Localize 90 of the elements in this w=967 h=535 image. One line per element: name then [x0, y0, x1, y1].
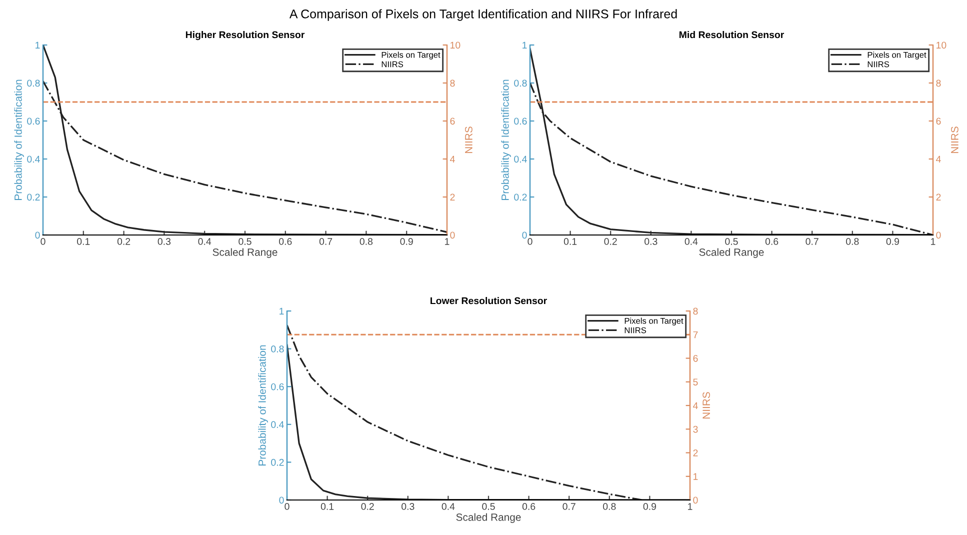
y-tick-label: 0	[522, 232, 527, 239]
x-tick-label: 1	[931, 238, 936, 245]
y-tick-label: 1	[280, 308, 284, 315]
y2-tick-label: 8	[450, 80, 455, 87]
y2-tick-label: 8	[693, 308, 698, 315]
y2-tick-label: 4	[936, 156, 941, 163]
x-tick-label: 0	[528, 238, 532, 245]
y2-tick-label: 2	[936, 194, 941, 201]
x-tick-label: 0.4	[198, 238, 212, 245]
y2-tick-label: 6	[693, 354, 698, 362]
legend-label: NIIRS	[624, 327, 646, 334]
y2-tick-label: 10	[936, 42, 946, 49]
x-tick-label: 1	[688, 503, 692, 510]
x-tick-label: 0.5	[238, 238, 252, 245]
y-tick-label: 0.8	[27, 80, 40, 87]
x-tick-label: 0.9	[886, 238, 899, 245]
y2-tick-label: 4	[450, 156, 455, 163]
y2-tick-label: 6	[450, 118, 455, 125]
y2-tick-label: 10	[450, 42, 460, 49]
legend-label: Pixels on Target	[868, 52, 926, 60]
x-tick-label: 0.7	[562, 503, 576, 510]
y2-tick-label: 2	[450, 194, 455, 201]
x-tick-label: 0.3	[644, 238, 658, 245]
y2-tick-label: 4	[693, 402, 698, 410]
x-tick-label: 0.6	[765, 238, 778, 245]
y2-tick-label: 0	[450, 232, 455, 239]
x-tick-label: 0.7	[806, 238, 818, 245]
line-series	[43, 45, 447, 235]
x-tick-label: 0.1	[564, 238, 577, 245]
y-tick-label: 0.4	[27, 156, 40, 163]
y-tick-label: 0.6	[514, 118, 527, 125]
text: A Comparison of Pixels on Target Identification and NIIRS For Infrared	[289, 9, 677, 21]
y2-tick-label: 5	[693, 378, 698, 386]
y-axis-title: Probability of Identification	[14, 80, 24, 200]
y-tick-label: 1	[36, 42, 40, 49]
x-tick-label: 0.2	[117, 238, 130, 245]
x-axis-title: Scaled Range	[456, 513, 521, 523]
x-tick-label: 0.9	[643, 503, 656, 510]
y2-tick-label: 8	[936, 80, 941, 87]
y-tick-label: 0.6	[27, 118, 40, 125]
x-axis-title: Scaled Range	[212, 248, 278, 258]
chart-title: Mid Resolution Sensor	[679, 31, 784, 38]
x-tick-label: 0	[40, 238, 46, 245]
y-axis-title: Probability of Identification	[258, 345, 268, 466]
y-tick-label: 0.8	[271, 346, 284, 352]
x-tick-label: 0	[284, 503, 290, 510]
y-tick-label: 0.2	[271, 458, 284, 466]
x-tick-label: 0.8	[846, 238, 859, 245]
x-tick-label: 0.4	[684, 238, 698, 245]
y-axis-title: Probability of Identification	[501, 80, 511, 200]
legend-label: NIIRS	[382, 61, 404, 68]
y-tick-label: 0.2	[514, 194, 527, 201]
legend-label: NIIRS	[868, 61, 890, 68]
y-tick-label: 0.8	[514, 80, 527, 87]
x-tick-label: 0.3	[158, 238, 171, 245]
x-tick-label: 0.1	[77, 238, 90, 245]
x-tick-label: 0.9	[400, 238, 413, 245]
y2-tick-label: 1	[694, 473, 698, 480]
y2-tick-label: 3	[693, 426, 698, 433]
x-axis-title: Scaled Range	[699, 248, 764, 258]
y2-axis-title: NIIRS	[951, 126, 958, 154]
y-tick-label: 0	[35, 232, 40, 239]
y-tick-label: 0.6	[271, 383, 284, 390]
x-tick-label: 0.1	[320, 503, 334, 510]
chart-title: Higher Resolution Sensor	[186, 31, 305, 40]
y2-tick-label: 0	[693, 496, 698, 504]
y-tick-label: 0.2	[27, 194, 40, 201]
x-tick-label: 0.8	[603, 503, 616, 510]
x-tick-label: 0.5	[725, 238, 738, 245]
y-tick-label: 0.4	[514, 156, 527, 163]
x-tick-label: 0.8	[360, 238, 373, 245]
y2-tick-label: 6	[936, 118, 941, 125]
x-tick-label: 0.3	[402, 503, 414, 510]
y2-tick-label: 2	[693, 449, 698, 456]
chart-title: Lower Resolution Sensor	[430, 297, 547, 304]
x-tick-label: 0.4	[442, 503, 455, 510]
x-tick-label: 0.2	[604, 238, 617, 245]
y-tick-label: 1	[522, 42, 527, 49]
legend-label: Pixels on Target	[382, 52, 440, 60]
legend-label: Pixels on Target	[624, 318, 684, 326]
x-tick-label: 1	[445, 238, 450, 245]
x-tick-label: 0.2	[361, 503, 374, 510]
y2-tick-label: 0	[936, 232, 941, 239]
y-tick-label: 0	[279, 496, 284, 504]
y2-axis-title: NIIRS	[702, 392, 710, 419]
x-tick-label: 0.7	[319, 238, 332, 245]
y2-tick-label: 7	[693, 331, 698, 338]
x-tick-label: 0.5	[482, 503, 495, 510]
y-tick-label: 0.4	[271, 421, 284, 428]
y2-axis-title: NIIRS	[465, 126, 472, 154]
